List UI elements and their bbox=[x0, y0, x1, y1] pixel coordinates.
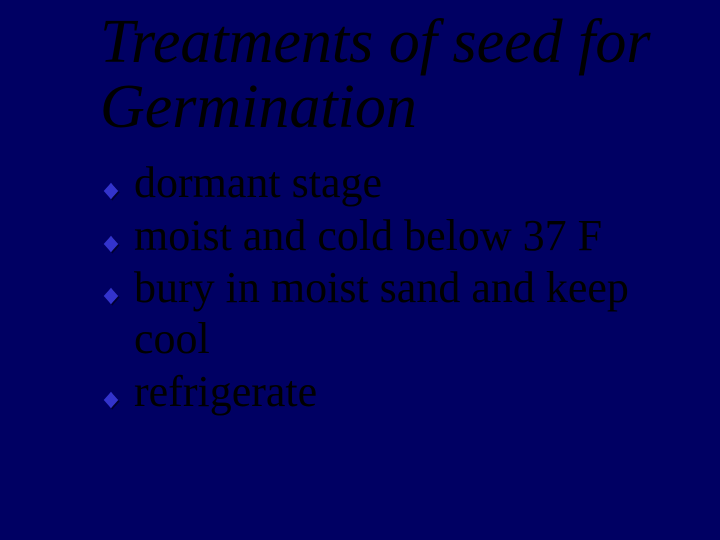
bullet-text: bury in moist sand and keep cool bbox=[134, 263, 629, 363]
bullet-icon bbox=[100, 389, 122, 411]
bullet-icon bbox=[100, 233, 122, 255]
slide: Treatments of seed for Germination dorma… bbox=[0, 0, 720, 540]
bullet-text: refrigerate bbox=[134, 367, 317, 416]
bullet-item: refrigerate bbox=[100, 367, 700, 418]
slide-title: Treatments of seed for Germination bbox=[100, 10, 700, 140]
bullet-icon bbox=[100, 285, 122, 307]
bullet-item: moist and cold below 37 F bbox=[100, 211, 700, 262]
bullet-icon bbox=[100, 180, 122, 202]
bullet-text: dormant stage bbox=[134, 158, 382, 207]
bullet-item: dormant stage bbox=[100, 158, 700, 209]
bullet-item: bury in moist sand and keep cool bbox=[100, 263, 700, 364]
bullet-list: dormant stagemoist and cold below 37 Fbu… bbox=[100, 158, 700, 417]
bullet-text: moist and cold below 37 F bbox=[134, 211, 602, 260]
